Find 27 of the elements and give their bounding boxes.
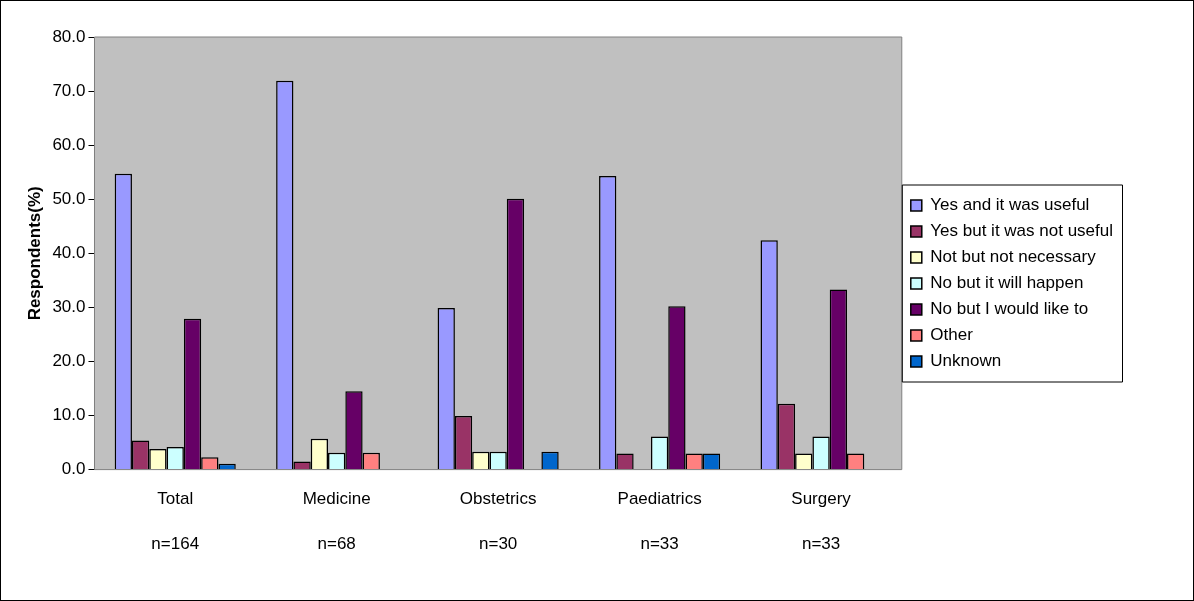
text: n=33 <box>801 534 841 554</box>
legend-label: Yes and it was useful <box>930 195 1090 215</box>
x-tick-label: Obstetrics <box>459 489 537 509</box>
x-tick-label: Surgery <box>791 489 852 509</box>
legend-label: Yes but it was not useful <box>930 221 1114 241</box>
x-tick-label: Total <box>157 489 194 509</box>
text: n=68 <box>317 534 356 554</box>
y-tick-label: 10.0 <box>52 405 86 425</box>
text: n=30 <box>478 534 518 554</box>
y-tick-label: 60.0 <box>52 134 86 154</box>
legend-label: No but it will happen <box>930 273 1084 293</box>
y-tick-label: 20.0 <box>52 351 86 371</box>
y-tick-label: 70.0 <box>52 80 86 100</box>
y-tick-label: 50.0 <box>52 188 86 208</box>
text: n=33 <box>640 534 679 554</box>
x-tick-label: Paediatrics <box>617 489 702 509</box>
y-tick-label: 40.0 <box>52 242 86 262</box>
y-tick-label: 80.0 <box>52 26 86 46</box>
legend-label: Unknown <box>930 351 1002 371</box>
legend-label: Other <box>930 325 974 345</box>
legend-label: No but I would like to <box>930 299 1089 319</box>
text: n=164 <box>151 534 200 554</box>
legend-label: Not but not necessary <box>930 247 1097 267</box>
y-axis-title: Respondents(%) <box>24 186 44 321</box>
y-tick-label: 30.0 <box>52 297 86 317</box>
y-tick-label: 0.0 <box>61 459 86 479</box>
x-tick-label: Medicine <box>302 489 371 509</box>
